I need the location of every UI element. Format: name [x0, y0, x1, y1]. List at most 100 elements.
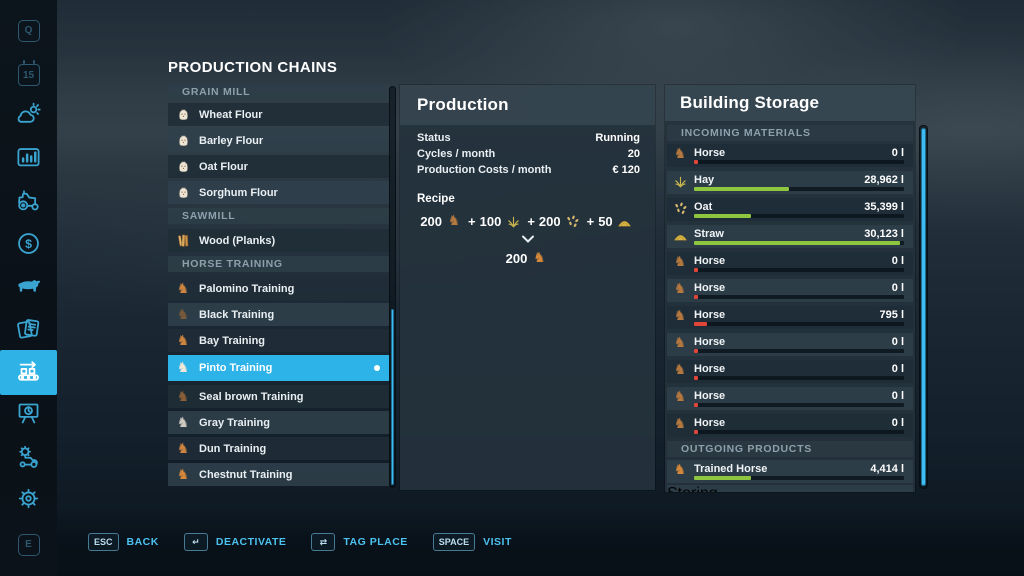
- storage-panel-header: Building Storage: [665, 85, 915, 121]
- horse-icon: ♞: [176, 388, 190, 405]
- horse-icon: ♞: [176, 414, 190, 431]
- storage-row-horse: ♞ Horse 0 l: [667, 252, 913, 275]
- storage-value: 0 l: [891, 390, 904, 402]
- recipe-qty: 50: [598, 213, 613, 229]
- storage-value: 0 l: [891, 417, 904, 429]
- storage-label: Horse: [694, 390, 726, 402]
- sidebar-item-statistics[interactable]: [10, 141, 47, 178]
- storage-value: 4,414 l: [870, 463, 904, 475]
- action-back[interactable]: ESC BACK: [88, 533, 159, 551]
- list-item-dun-training[interactable]: ♞ Dun Training: [168, 437, 390, 460]
- fill-bar: [694, 241, 904, 245]
- storage-row-horse: ♞ Horse 0 l: [667, 144, 913, 167]
- space-keycap: SPACE: [432, 533, 476, 551]
- straw-icon: [672, 227, 688, 243]
- bar-chart-icon: [15, 144, 42, 176]
- list-item-sorghum-flour[interactable]: Sorghum Flour: [168, 181, 390, 204]
- svg-text:$: $: [25, 237, 32, 251]
- sidebar-item-weather[interactable]: [10, 98, 47, 135]
- sidebar: Q 15 $ E: [0, 0, 57, 576]
- item-label: Sorghum Flour: [199, 186, 278, 199]
- storage-value: 0 l: [891, 282, 904, 294]
- flour-sack-icon: [175, 133, 191, 149]
- sidebar-item-animals[interactable]: [10, 269, 47, 306]
- storage-row-straw: Straw 30,123 l: [667, 225, 913, 248]
- recipe-label: Recipe: [417, 193, 455, 205]
- tractor-icon: [15, 187, 42, 219]
- recipe-qty: 200: [505, 250, 528, 266]
- action-label: TAG PLACE: [343, 536, 408, 548]
- storage-row-horse: ♞ Horse 0 l: [667, 414, 913, 437]
- sidebar-item-charts[interactable]: [10, 397, 47, 434]
- fill-bar: [694, 349, 904, 353]
- stat-value: € 120: [612, 164, 640, 176]
- production-list-scrollbar[interactable]: [389, 86, 396, 488]
- bottom-hotkey-bar: ESC BACK ↵ DEACTIVATE ⇄ TAG PLACE SPACE …: [88, 533, 512, 551]
- output-mode-value: Storing: [667, 485, 718, 492]
- list-item-oat-flour[interactable]: Oat Flour: [168, 155, 390, 178]
- action-visit[interactable]: SPACE VISIT: [432, 533, 512, 551]
- sidebar-item-contracts[interactable]: [10, 312, 47, 349]
- storage-row-hay: Hay 28,962 l: [667, 171, 913, 194]
- horse-head-icon: ♞: [673, 308, 687, 324]
- fill-bar: [694, 322, 904, 326]
- presentation-chart-icon: [15, 400, 42, 432]
- storage-value: 0 l: [891, 255, 904, 267]
- scrollbar-thumb[interactable]: [921, 128, 926, 486]
- storage-row-trained-horse[interactable]: ♞ Trained Horse 4,414 l: [667, 460, 913, 483]
- recipe-qty: 200: [538, 213, 561, 229]
- vehicle-gear-icon: [15, 443, 42, 475]
- output-mode-row-clipped[interactable]: Storing: [667, 485, 913, 492]
- sidebar-item-console-key[interactable]: E: [10, 526, 47, 563]
- fill-bar: [694, 214, 904, 218]
- storage-panel-title: Building Storage: [680, 93, 820, 112]
- sidebar-item-missions[interactable]: Q: [10, 12, 47, 49]
- fill-bar: [694, 295, 904, 299]
- sidebar-item-vehicles[interactable]: [10, 184, 47, 221]
- action-deactivate[interactable]: ↵ DEACTIVATE: [183, 533, 287, 551]
- fill-bar: [694, 430, 904, 434]
- sidebar-item-production-chains[interactable]: [0, 350, 57, 395]
- storage-row-horse: ♞ Horse 0 l: [667, 333, 913, 356]
- item-label: Wood (Planks): [199, 234, 276, 247]
- item-label: Bay Training: [199, 334, 266, 347]
- action-tag-place[interactable]: ⇄ TAG PLACE: [311, 533, 407, 551]
- item-label: Wheat Flour: [199, 108, 263, 121]
- storage-row-horse: ♞ Horse 0 l: [667, 387, 913, 410]
- fill-bar: [694, 268, 904, 272]
- horse-head-icon: ♞: [673, 416, 687, 432]
- storage-label: Horse: [694, 363, 726, 375]
- list-item-black-training[interactable]: ♞ Black Training: [168, 303, 390, 326]
- sidebar-item-settings[interactable]: [10, 482, 47, 519]
- list-item-wheat-flour[interactable]: Wheat Flour: [168, 103, 390, 126]
- list-item-wood-planks[interactable]: Wood (Planks): [168, 229, 390, 252]
- sidebar-item-garage[interactable]: [10, 440, 47, 477]
- list-item-gray-training[interactable]: ♞ Gray Training: [168, 411, 390, 434]
- horse-head-icon: ♞: [673, 254, 687, 270]
- recipe-qty: 200: [420, 213, 443, 229]
- storage-scrollbar[interactable]: [919, 125, 928, 489]
- list-item-pinto-training-selected[interactable]: ♞ Pinto Training: [168, 355, 390, 381]
- storage-label: Horse: [694, 336, 726, 348]
- horse-head-icon: ♞: [447, 213, 461, 229]
- list-item-bay-training[interactable]: ♞ Bay Training: [168, 329, 390, 352]
- list-item-seal-brown-training[interactable]: ♞ Seal brown Training: [168, 385, 390, 408]
- action-label: DEACTIVATE: [215, 536, 287, 548]
- conveyor-icon: [15, 357, 42, 389]
- stat-value: Running: [595, 132, 640, 144]
- scrollbar-thumb[interactable]: [391, 309, 394, 485]
- list-item-palomino-training[interactable]: ♞ Palomino Training: [168, 277, 390, 300]
- list-item-barley-flour[interactable]: Barley Flour: [168, 129, 390, 152]
- dollar-coin-icon: $: [15, 230, 42, 262]
- selected-indicator-dot: [374, 365, 380, 371]
- building-storage-panel: Building Storage INCOMING MATERIALS ♞ Ho…: [665, 85, 915, 492]
- production-list: GRAIN MILL Wheat Flour Barley Flour Oat …: [168, 84, 390, 488]
- sidebar-item-finances[interactable]: $: [10, 227, 47, 264]
- storage-label: Horse: [694, 147, 726, 159]
- outgoing-products-header: OUTGOING PRODUCTS: [667, 441, 913, 457]
- storage-row-horse-795: ♞ Horse 795 l: [667, 306, 913, 329]
- flour-sack-icon: [175, 107, 191, 123]
- section-header-grain-mill: GRAIN MILL: [168, 84, 390, 100]
- sidebar-item-calendar[interactable]: 15: [10, 55, 47, 92]
- list-item-chestnut-training[interactable]: ♞ Chestnut Training: [168, 463, 390, 486]
